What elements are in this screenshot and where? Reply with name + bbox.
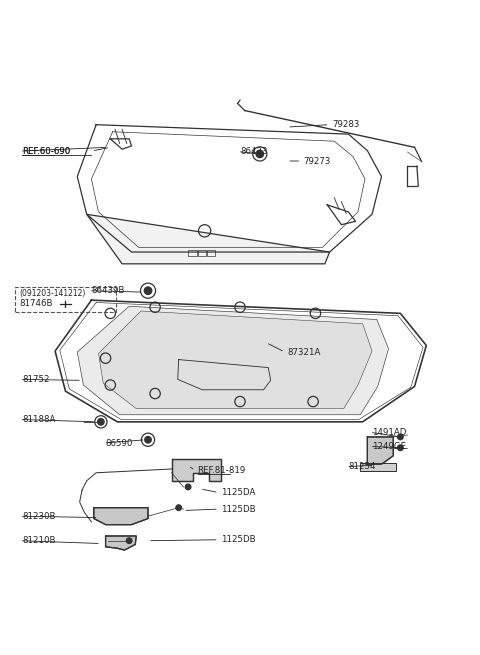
Polygon shape bbox=[94, 508, 148, 525]
Text: 81752: 81752 bbox=[22, 375, 49, 384]
Text: 86423: 86423 bbox=[240, 147, 267, 156]
Text: 81188A: 81188A bbox=[22, 415, 56, 424]
Circle shape bbox=[176, 505, 181, 510]
Circle shape bbox=[397, 434, 403, 440]
Bar bbox=[188, 250, 197, 256]
Text: 81746B: 81746B bbox=[19, 299, 53, 309]
Text: 81230B: 81230B bbox=[22, 512, 56, 521]
Circle shape bbox=[126, 538, 132, 544]
Text: 86590: 86590 bbox=[106, 439, 133, 447]
Text: REF.81-819: REF.81-819 bbox=[198, 466, 246, 475]
Text: 1125DB: 1125DB bbox=[221, 535, 256, 544]
Circle shape bbox=[256, 150, 264, 158]
Text: REF.60-690: REF.60-690 bbox=[22, 147, 71, 156]
Polygon shape bbox=[367, 437, 393, 464]
Polygon shape bbox=[172, 458, 221, 481]
Bar bbox=[207, 250, 216, 256]
Polygon shape bbox=[87, 214, 330, 264]
Text: 79273: 79273 bbox=[304, 157, 331, 166]
Polygon shape bbox=[106, 536, 136, 550]
Text: 86439B: 86439B bbox=[91, 286, 125, 295]
Text: 81254: 81254 bbox=[348, 462, 376, 471]
Text: 87321A: 87321A bbox=[287, 348, 321, 356]
Polygon shape bbox=[360, 463, 396, 472]
Text: 79283: 79283 bbox=[332, 120, 360, 129]
Text: (091203-141212): (091203-141212) bbox=[19, 289, 85, 298]
Text: 81210B: 81210B bbox=[22, 536, 56, 545]
Circle shape bbox=[397, 445, 403, 451]
Text: 1125DA: 1125DA bbox=[221, 488, 255, 497]
Text: 1125DB: 1125DB bbox=[221, 504, 256, 514]
Text: 1249GE: 1249GE bbox=[372, 442, 406, 451]
Circle shape bbox=[185, 484, 191, 490]
Polygon shape bbox=[77, 307, 389, 415]
Text: 1491AD: 1491AD bbox=[372, 428, 407, 437]
Circle shape bbox=[145, 436, 151, 443]
Circle shape bbox=[144, 287, 152, 295]
Bar bbox=[198, 250, 206, 256]
Circle shape bbox=[97, 419, 104, 425]
Text: REF.60-690: REF.60-690 bbox=[22, 147, 71, 156]
Polygon shape bbox=[98, 311, 372, 409]
